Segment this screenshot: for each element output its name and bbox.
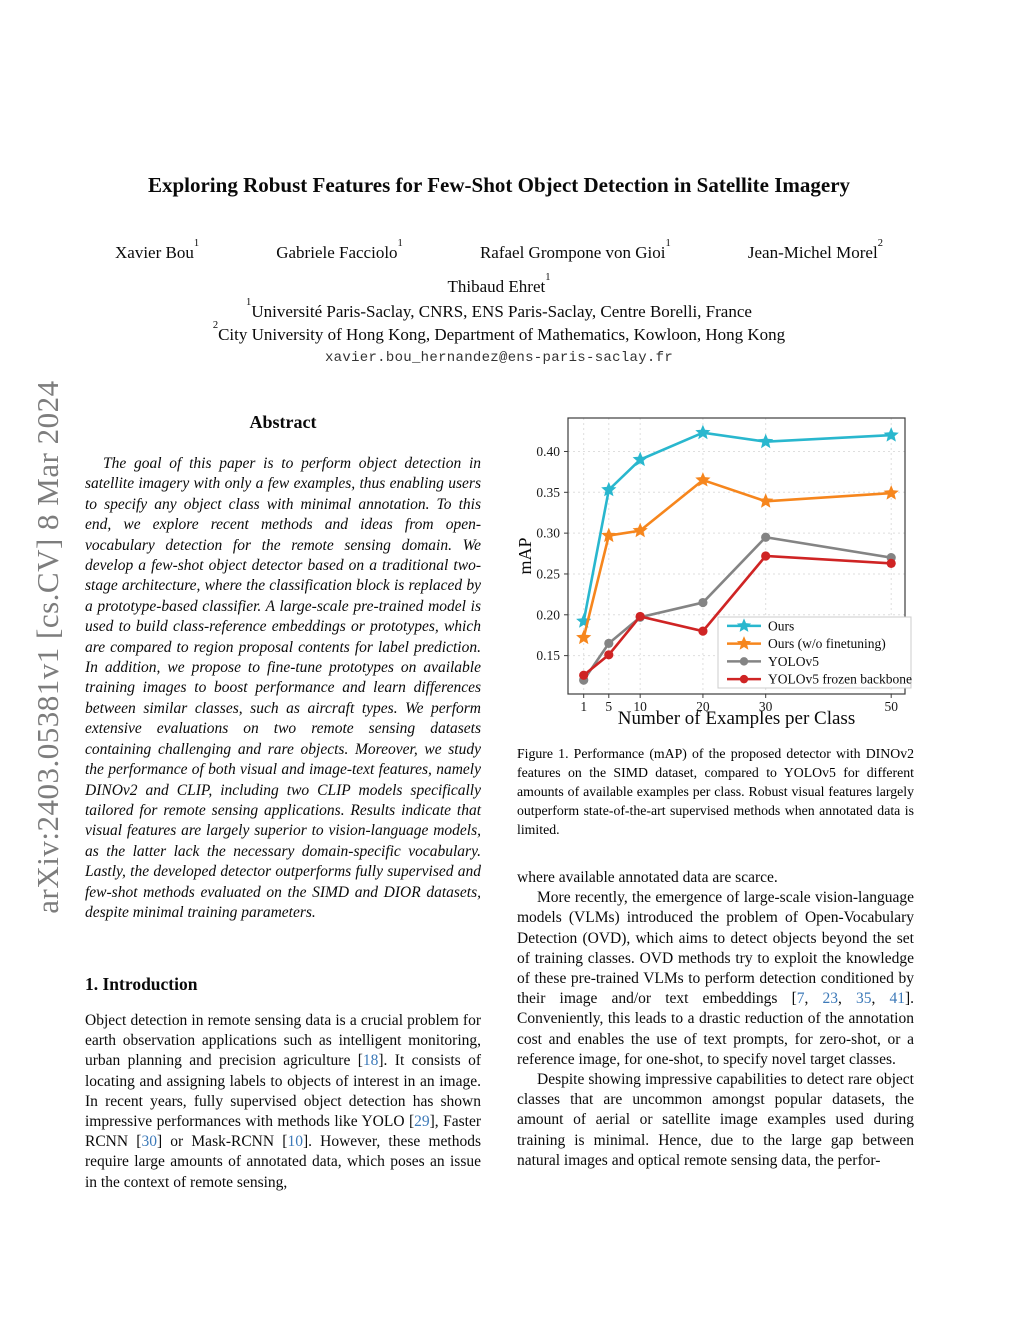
authors-row: Xavier Bou1 Gabriele Facciolo1 Rafael Gr… xyxy=(85,238,913,263)
svg-text:YOLOv5: YOLOv5 xyxy=(768,654,819,669)
abstract-text: The goal of this paper is to perform obj… xyxy=(85,455,481,921)
introduction-paragraph: Object detection in remote sensing data … xyxy=(85,1012,481,1191)
svg-text:0.40: 0.40 xyxy=(536,444,560,459)
svg-text:20: 20 xyxy=(696,699,710,714)
svg-text:0.15: 0.15 xyxy=(536,648,560,663)
svg-text:50: 50 xyxy=(884,699,898,714)
arxiv-stamp: arXiv:2403.05381v1 [cs.CV] 8 Mar 2024 xyxy=(30,380,65,914)
author: Xavier Bou1 xyxy=(115,238,200,262)
author: Thibaud Ehret1 xyxy=(447,272,551,296)
figure1-caption: Figure 1. Performance (mAP) of the propo… xyxy=(517,746,914,837)
svg-text:0.30: 0.30 xyxy=(536,526,560,541)
svg-text:10: 10 xyxy=(633,699,647,714)
figure1: 1 5 10 20 30 50 0.15 0.20 0.25 0.30 0.35 0.40 Number… xyxy=(515,410,941,737)
svg-text:1: 1 xyxy=(580,699,587,714)
affiliation-2: 2City University of Hong Kong, Departmen… xyxy=(212,320,786,344)
author: Rafael Grompone von Gioi1 xyxy=(479,238,671,262)
svg-text:Number of Examples per Class: Number of Examples per Class xyxy=(618,708,855,729)
abstract-heading: Abstract xyxy=(249,412,317,432)
paper-title: Exploring Robust Features for Few-Shot O… xyxy=(147,173,851,197)
svg-text:Ours: Ours xyxy=(768,618,794,633)
svg-text:Ours (w/o finetuning): Ours (w/o finetuning) xyxy=(768,636,886,651)
svg-text:YOLOv5 frozen backbone: YOLOv5 frozen backbone xyxy=(768,672,912,687)
right-column-body: where available annotated data are scarc… xyxy=(517,868,914,1171)
body-paragraph: More recently, the emergence of large-sc… xyxy=(517,889,915,1068)
svg-text:0.20: 0.20 xyxy=(536,607,560,622)
body-paragraph: Despite showing impressive capabilities … xyxy=(517,1071,914,1169)
body-paragraph: where available annotated data are scarc… xyxy=(517,869,778,886)
author: Jean-Michel Morel2 xyxy=(747,238,883,262)
svg-text:0.35: 0.35 xyxy=(536,485,560,500)
svg-text:0.25: 0.25 xyxy=(536,566,560,581)
svg-text:mAP: mAP xyxy=(517,537,535,574)
section-heading-introduction: 1. Introduction xyxy=(85,974,198,994)
svg-text:30: 30 xyxy=(759,699,773,714)
affiliation-1: 1Université Paris-Saclay, CNRS, ENS Pari… xyxy=(246,297,752,321)
author: Gabriele Facciolo1 xyxy=(276,238,403,262)
contact-email: xavier.bou_hernandez@ens-paris-saclay.fr xyxy=(324,350,674,366)
svg-text:5: 5 xyxy=(605,699,612,714)
figure1-line-chart: 1 5 10 20 30 50 0.15 0.20 0.25 0.30 0.35 0.40 Number… xyxy=(515,417,912,729)
